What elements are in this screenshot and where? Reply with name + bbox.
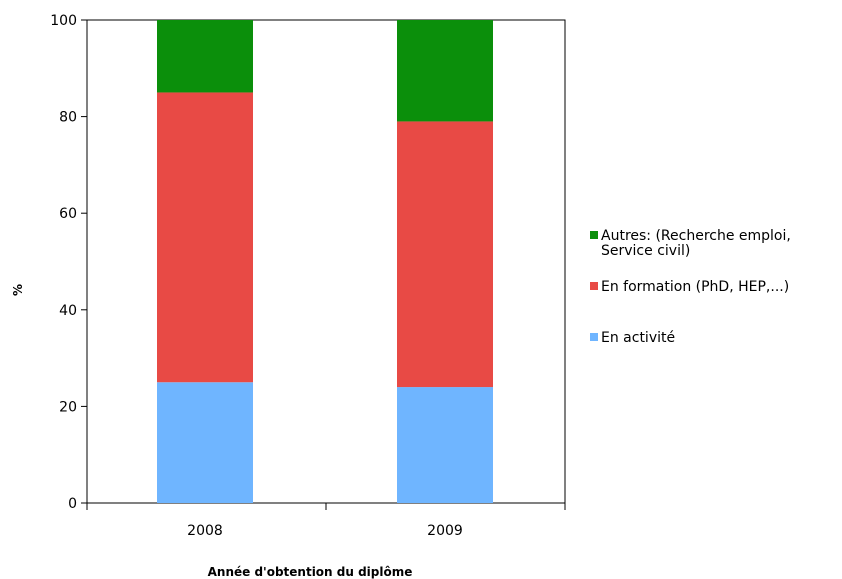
bar-2008-series-1 <box>157 92 253 383</box>
x-axis-ticks: 2008 2009 <box>86 503 566 539</box>
bar-2009-series-1 <box>397 121 493 388</box>
x-tick-label: 2008 <box>187 523 223 539</box>
y-tick-label: 60 <box>59 206 77 222</box>
x-axis-title: Année d'obtention du diplôme <box>208 565 413 579</box>
legend: Autres: (Recherche emploi,Service civil)… <box>590 228 791 346</box>
bar-2009-series-0 <box>397 387 493 503</box>
legend-label: Autres: (Recherche emploi, <box>601 228 791 244</box>
y-tick-label: 0 <box>68 496 77 512</box>
legend-swatch <box>590 282 598 290</box>
bars <box>157 20 493 503</box>
y-tick-label: 100 <box>50 13 77 29</box>
legend-label: Service civil) <box>601 243 690 259</box>
y-axis-ticks: 0 20 40 60 80 100 <box>50 13 87 512</box>
bar-2009-series-2 <box>397 20 493 122</box>
legend-label: En formation (PhD, HEP,...) <box>601 279 789 295</box>
bar-2008-series-2 <box>157 20 253 93</box>
y-tick-label: 80 <box>59 110 77 126</box>
x-tick-label: 2009 <box>427 523 463 539</box>
y-axis-title: % <box>11 284 25 296</box>
y-tick-label: 40 <box>59 303 77 319</box>
bar-2008-series-0 <box>157 382 253 503</box>
legend-swatch <box>590 231 598 239</box>
legend-swatch <box>590 333 598 341</box>
y-tick-label: 20 <box>59 399 77 415</box>
legend-label: En activité <box>601 330 675 346</box>
